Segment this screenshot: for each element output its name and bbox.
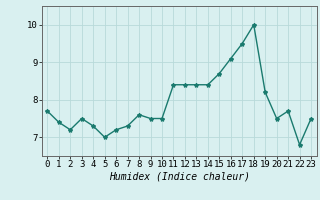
X-axis label: Humidex (Indice chaleur): Humidex (Indice chaleur) <box>109 172 250 182</box>
